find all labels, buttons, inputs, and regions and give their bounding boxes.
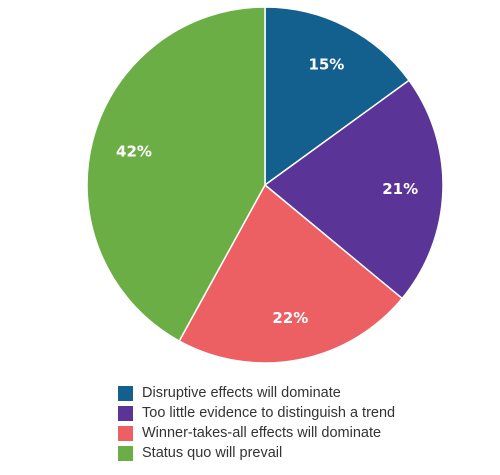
legend-item-disruptive: Disruptive effects will dominate: [118, 383, 488, 403]
pie-slice-label-too-little-evidence-to-distinguish-a-trend: 21%: [382, 180, 418, 198]
legend-label-too-little-evidence: Too little evidence to distinguish a tre…: [142, 405, 396, 421]
pie-slice-label-winner-takes-all-effects-will-dominate: 22%: [272, 309, 308, 327]
legend-item-status-quo: Status quo will prevail: [118, 443, 488, 463]
pie-slice-disruptive-effects-will-dominate: [264, 6, 411, 187]
pie-slice-winner-takes-all-effects-will-dominate: [178, 183, 404, 364]
pie-slice-label-disruptive-effects-will-dominate: 15%: [308, 56, 344, 74]
pie-slice-label-status-quo-will-prevail: 42%: [116, 142, 152, 160]
legend-label-winner-takes-all: Winner-takes-all effects will dominate: [142, 425, 382, 441]
pie-slices: [86, 6, 444, 364]
legend-label-disruptive: Disruptive effects will dominate: [142, 385, 341, 401]
pie-slice-labels: 15% 21% 22% 42%: [116, 56, 418, 327]
legend-swatch-winner-takes-all: [118, 425, 133, 441]
pie-chart: 15% 21% 22% 42%: [86, 6, 444, 364]
legend-swatch-too-little-evidence: [118, 405, 133, 421]
legend-swatch-disruptive: [118, 385, 133, 401]
legend-item-too-little-evidence: Too little evidence to distinguish a tre…: [118, 403, 488, 423]
legend-swatch-status-quo: [118, 445, 133, 461]
legend-label-status-quo: Status quo will prevail: [142, 445, 283, 461]
pie-slice-status-quo-will-prevail: [86, 6, 266, 342]
pie-slice-too-little-evidence-to-distinguish-a-trend: [263, 79, 444, 300]
legend: Disruptive effects will dominate Too lit…: [118, 383, 488, 463]
legend-item-winner-takes-all: Winner-takes-all effects will dominate: [118, 423, 488, 443]
